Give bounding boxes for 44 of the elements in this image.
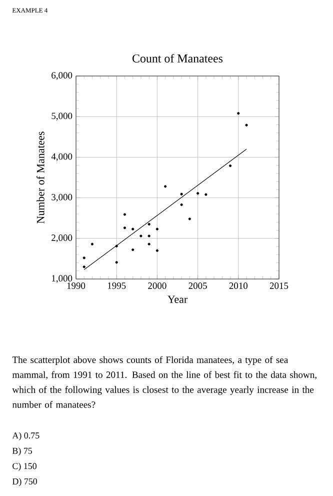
point: [180, 203, 183, 206]
point: [148, 234, 150, 238]
point: [140, 234, 142, 238]
y-axis-title: Number of Manatees: [36, 132, 44, 224]
x-tick-label: 2010: [229, 282, 248, 289]
y-tick-label: 3,000: [52, 194, 72, 202]
point: [123, 226, 126, 230]
x-tick-label: 2000: [148, 282, 166, 289]
point: [115, 261, 118, 264]
text: A) 0.75: [12, 432, 40, 440]
point: [82, 256, 86, 260]
x-tick-label: 2005: [188, 282, 207, 289]
point: [132, 228, 134, 230]
x-tick-label: 1990: [67, 282, 86, 289]
point: [164, 185, 167, 188]
point: [204, 193, 208, 196]
point: [245, 124, 248, 126]
point: [90, 242, 94, 246]
text: C) 150: [12, 462, 37, 471]
point: [82, 266, 86, 268]
y-tick-label: 1,000: [52, 275, 72, 283]
chart-title: Count of Manatees: [132, 54, 223, 62]
point: [156, 249, 158, 252]
text: The scatterplot above shows counts of Florida manatees, a type of sea mammal, from 1991 to 2011. Based on the line of best fit to the data shown, which of the following values is closest to the average yearly increase in the number of manatees?: [12, 356, 316, 408]
text: D) 750: [12, 478, 38, 486]
point: [196, 192, 200, 195]
y-tick-label: 2,000: [52, 234, 72, 242]
point: [156, 228, 158, 230]
point: [148, 222, 150, 226]
point: [228, 164, 232, 168]
point: [180, 192, 183, 196]
y-tick-label: 5,000: [52, 112, 72, 120]
point: [123, 213, 126, 216]
x-tick-label: 1995: [108, 282, 126, 289]
point: [188, 218, 191, 220]
y-tick-label: 6,000: [52, 72, 72, 80]
text: B) 75: [12, 448, 32, 456]
point: [132, 248, 134, 252]
point: [237, 112, 240, 115]
point: [115, 244, 118, 248]
x-axis-title: Year: [168, 296, 188, 304]
y-tick-label: 4,000: [51, 153, 72, 162]
x-tick-label: 2015: [270, 282, 288, 289]
point: [148, 242, 150, 246]
